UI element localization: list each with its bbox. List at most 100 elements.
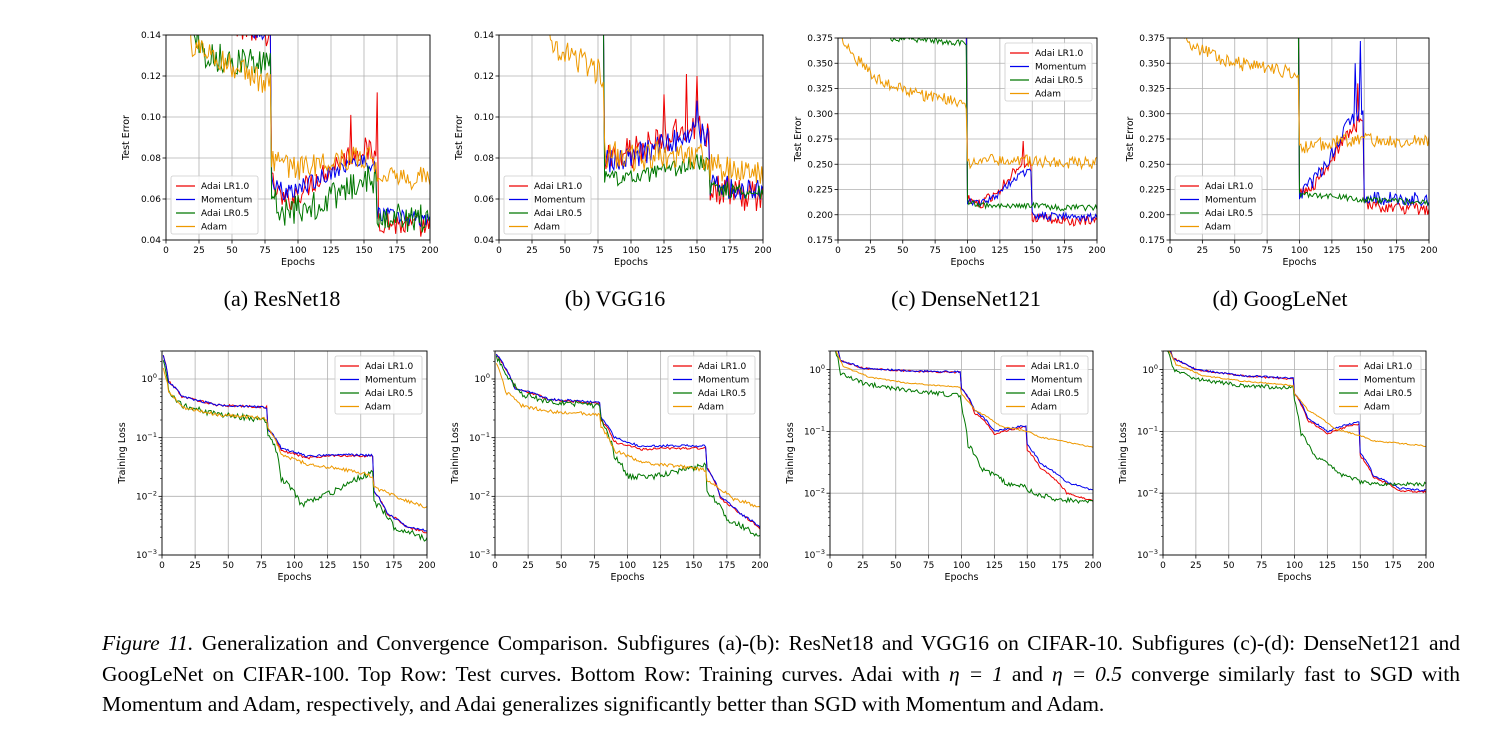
- x-tick-label: 175: [1052, 561, 1069, 571]
- series-line-adam: [1183, 38, 1429, 154]
- series-line-momentum: [1297, 38, 1429, 207]
- chart-b-bottom: 0 25 50 75 100 125 150 175 20010−310−210−1100Epo…: [450, 350, 769, 583]
- legend-entry: Adai LR0.5: [1031, 389, 1079, 399]
- y-tick-label: 100: [141, 372, 157, 385]
- chart-d-top: 0 25 50 75 100 125 150 175 200 0.175 0.200 0.225 0.2…: [1125, 34, 1438, 268]
- y-tick-label: 10−3: [469, 548, 490, 561]
- legend-box: [1004, 42, 1093, 102]
- series-line-momentum: [495, 353, 760, 529]
- x-tick-label: 175: [385, 561, 402, 571]
- legend: Adai LR1.0 Momentum Adai LR0.5 Adam: [667, 355, 756, 415]
- x-tick-label: 50: [890, 561, 902, 571]
- y-tick-label: 0.04: [474, 236, 494, 246]
- x-tick-label: 0: [159, 561, 165, 571]
- legend-box: [1333, 355, 1422, 415]
- series-line-adai05: [495, 355, 760, 537]
- plot-frame: [494, 350, 761, 556]
- y-tick-label: 10−1: [469, 431, 490, 444]
- y-tick-label: 0.225: [1139, 186, 1165, 196]
- x-tick-label: 75: [929, 246, 940, 256]
- x-tick-label: 100: [1291, 246, 1308, 256]
- subfigure-label-b: (b) VGG16: [564, 286, 666, 311]
- y-tick-label: 0.350: [1139, 59, 1165, 69]
- legend-entry: Adai LR1.0: [1364, 362, 1412, 372]
- y-tick-label: 10−2: [136, 490, 157, 503]
- x-tick-label: 0: [1160, 561, 1166, 571]
- y-tick-label: 0.175: [1139, 236, 1165, 246]
- series-line-adam: [190, 35, 430, 191]
- legend-entry: Adai LR1.0: [1031, 362, 1079, 372]
- x-tick-label: 100: [289, 246, 306, 256]
- series-line-adai05: [193, 35, 430, 233]
- y-tick-label: 0.12: [141, 72, 161, 82]
- x-tick-label: 200: [1084, 561, 1101, 571]
- x-axis-label: Epochs: [281, 257, 315, 268]
- y-tick-label: 0.08: [474, 154, 494, 164]
- y-tick-label: 10−2: [469, 490, 490, 503]
- x-tick-label: 0: [492, 561, 498, 571]
- y-tick-label: 0.10: [474, 113, 494, 123]
- y-tick-label: 0.375: [807, 34, 833, 44]
- x-tick-label: 75: [592, 246, 603, 256]
- y-tick-label: 0.300: [1139, 110, 1165, 120]
- series-line-adai05: [1297, 38, 1429, 206]
- x-axis-label: Epochs: [610, 572, 644, 583]
- x-tick-label: 25: [865, 246, 876, 256]
- subfigure-label-a: (a) ResNet18: [223, 286, 341, 311]
- x-tick-label: 200: [421, 246, 438, 256]
- plot-frame: [165, 34, 431, 241]
- y-tick-label: 0.275: [807, 135, 833, 145]
- x-tick-label: 0: [163, 246, 169, 256]
- y-axis-label: Training Loss: [785, 422, 796, 484]
- legend-entry: Adai LR0.5: [201, 209, 249, 219]
- legend-entry: Adam: [1031, 403, 1057, 413]
- y-tick-label: 0.250: [807, 160, 833, 170]
- x-tick-label: 75: [589, 561, 600, 571]
- caption-text-2: and: [1002, 661, 1052, 686]
- y-tick-label: 0.06: [141, 195, 161, 205]
- x-tick-label: 75: [256, 561, 267, 571]
- subfigure-label-d: (d) GoogLeNet: [1212, 286, 1348, 311]
- x-tick-label: 200: [754, 246, 771, 256]
- y-tick-label: 10−3: [804, 548, 825, 561]
- y-tick-label: 0.375: [1139, 34, 1165, 44]
- y-tick-label: 0.250: [1139, 160, 1165, 170]
- x-tick-label: 25: [1197, 246, 1208, 256]
- x-tick-label: 125: [1319, 561, 1336, 571]
- x-tick-label: 200: [1088, 246, 1105, 256]
- legend-entry: Adam: [201, 223, 227, 233]
- chart-d-bottom: 0 25 50 75 100 125 150 175 20010−310−210−1100Epo…: [1118, 350, 1435, 583]
- y-axis-label: Test Error: [1125, 116, 1136, 162]
- x-tick-label: 150: [688, 246, 705, 256]
- x-tick-label: 150: [1019, 561, 1036, 571]
- y-tick-label: 10−1: [804, 425, 825, 438]
- x-tick-label: 150: [1024, 246, 1041, 256]
- legend-entry: Adam: [1364, 403, 1390, 413]
- legend-entry: Adam: [1205, 223, 1231, 233]
- x-axis-label: Epochs: [950, 257, 984, 268]
- legend: Adai LR1.0 Momentum Adai LR0.5 Adam: [1174, 175, 1263, 235]
- x-tick-label: 175: [388, 246, 405, 256]
- y-tick-label: 0.200: [1139, 211, 1165, 221]
- y-tick-label: 0.08: [141, 154, 161, 164]
- x-tick-label: 125: [652, 561, 669, 571]
- y-tick-label: 0.14: [141, 31, 161, 41]
- y-axis-label: Training Loss: [450, 422, 461, 484]
- legend-entry: Adai LR0.5: [1205, 209, 1253, 219]
- x-tick-label: 150: [352, 561, 369, 571]
- x-tick-label: 25: [857, 561, 868, 571]
- chart-b-top: 0 25 50 75 100 125 150 175 200 0.04 0.06 0.08 0.10 0.…: [454, 31, 772, 268]
- y-tick-label: 10−3: [1137, 548, 1158, 561]
- legend-entry: Momentum: [1364, 376, 1415, 386]
- x-tick-label: 200: [1420, 246, 1437, 256]
- series-line-adai05: [1166, 351, 1426, 487]
- y-tick-label: 0.175: [807, 236, 833, 246]
- series-line-adam: [835, 351, 1093, 448]
- series-line-momentum: [603, 35, 763, 200]
- legend-box: [334, 355, 423, 415]
- legend-entry: Adam: [365, 403, 391, 413]
- x-axis-label: Epochs: [277, 572, 311, 583]
- x-tick-label: 175: [718, 561, 735, 571]
- x-axis-label: Epochs: [1277, 572, 1311, 583]
- y-axis-label: Training Loss: [117, 422, 128, 484]
